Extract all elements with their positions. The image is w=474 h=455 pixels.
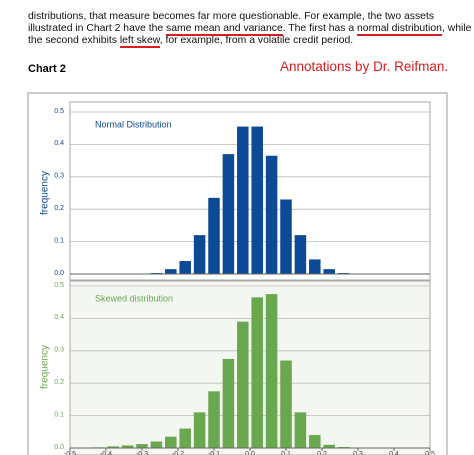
x-tick-label: -0.4 xyxy=(100,451,112,455)
bar xyxy=(251,126,263,274)
bar xyxy=(323,269,335,274)
bar xyxy=(193,235,206,274)
bar xyxy=(165,436,177,448)
bar xyxy=(222,154,235,274)
y-tick-label: 0.5 xyxy=(54,282,64,289)
y-tick-label: 0.3 xyxy=(54,173,64,180)
series-label: Skewed distribution xyxy=(95,293,173,303)
x-tick-label: -0.5 xyxy=(64,451,76,455)
x-tick-label: 0.3 xyxy=(353,451,363,455)
plot-panel xyxy=(69,280,431,455)
text: illustrated in Chart 2 have the xyxy=(28,23,167,34)
underlined-text: normal distribution xyxy=(357,23,442,36)
bar xyxy=(309,259,321,274)
bar xyxy=(265,294,278,448)
bar xyxy=(165,269,177,274)
bar xyxy=(265,155,278,274)
y-axis-label: frequency xyxy=(40,171,51,215)
heading: Chart 2 xyxy=(28,63,66,75)
y-tick-label: 0.1 xyxy=(54,237,64,244)
y-tick-label: 0.0 xyxy=(54,444,64,451)
bar xyxy=(208,391,220,448)
bar xyxy=(237,321,249,448)
plot-panel xyxy=(69,101,431,281)
y-tick-label: 0.1 xyxy=(54,411,64,418)
y-axis-label: frequency xyxy=(40,345,51,389)
text: . The first has a xyxy=(282,23,358,34)
y-tick-label: 0.2 xyxy=(54,379,64,386)
bar xyxy=(150,441,163,448)
bar xyxy=(280,360,292,448)
text: the second exhibits xyxy=(28,35,120,46)
y-tick-label: 0.4 xyxy=(54,314,64,321)
bar xyxy=(193,412,206,448)
x-tick-label: 0.4 xyxy=(389,451,399,455)
bar xyxy=(222,358,235,448)
text: distributions, that measure becomes far … xyxy=(28,11,435,22)
text-line: illustrated in Chart 2 have the same mea… xyxy=(28,23,472,36)
bar xyxy=(179,428,191,448)
underlined-text: left skew xyxy=(119,35,160,48)
x-tick-label: -0.1 xyxy=(208,451,220,455)
y-tick-label: 0.3 xyxy=(54,347,64,354)
y-tick-label: 0.2 xyxy=(54,205,64,212)
x-tick-label: 0.1 xyxy=(281,451,291,455)
bar xyxy=(251,297,263,448)
text: , for example, from a volatile credit pe… xyxy=(159,35,354,46)
annotation: Annotations by Dr. Reifman. xyxy=(280,59,449,74)
bar xyxy=(280,199,292,274)
x-tick-label: 0.5 xyxy=(425,451,435,455)
underlined-text: same mean and variance xyxy=(166,23,283,36)
bar xyxy=(294,412,307,448)
bar xyxy=(237,126,249,274)
bar xyxy=(309,435,321,448)
text-line: distributions, that measure becomes far … xyxy=(28,11,471,23)
bar xyxy=(136,444,148,448)
x-tick-label: 0.0 xyxy=(245,451,255,455)
y-tick-label: 0.0 xyxy=(54,270,64,277)
y-tick-label: 0.5 xyxy=(54,108,64,115)
y-tick-label: 0.4 xyxy=(54,140,64,147)
series-label: Normal Distribution xyxy=(95,119,172,129)
bar xyxy=(294,235,307,274)
bar xyxy=(107,446,119,448)
bar xyxy=(323,444,335,448)
x-tick-label: -0.3 xyxy=(136,451,148,455)
text: , while xyxy=(441,23,472,34)
bar xyxy=(179,261,191,274)
x-tick-label: 0.2 xyxy=(317,451,327,455)
bar xyxy=(121,445,134,448)
bar xyxy=(208,197,220,274)
x-tick-label: -0.2 xyxy=(172,451,184,455)
body-text: distributions, that measure becomes far … xyxy=(28,11,472,48)
chart-frame xyxy=(27,92,448,455)
text-line: the second exhibits left skew, for examp… xyxy=(28,35,471,48)
